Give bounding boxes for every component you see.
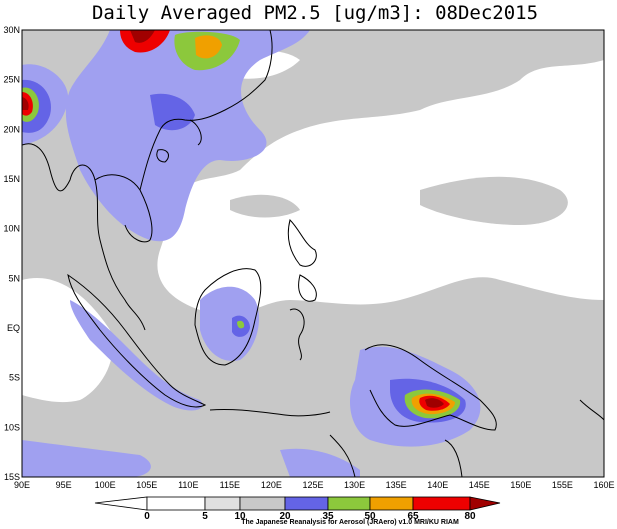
colorbar-label: 65	[407, 511, 419, 522]
colorbar-segment	[204, 496, 241, 511]
lon-label: 115E	[220, 480, 240, 490]
map-frame	[21, 29, 605, 478]
lat-label: EQ	[7, 323, 20, 333]
lon-label: 125E	[302, 480, 323, 490]
lat-label: 5S	[9, 373, 20, 383]
lat-label: 25N	[3, 75, 20, 85]
colorbar	[94, 496, 501, 511]
colorbar-segment	[369, 496, 414, 511]
field	[22, 30, 604, 477]
colorbar-label: 35	[322, 511, 334, 522]
colorbar-low-triangle	[94, 496, 148, 511]
credit: The Japanese Reanalysis for Aerosol (JRA…	[241, 519, 459, 526]
coastlines	[22, 30, 604, 477]
colorbar-label: 80	[464, 511, 476, 522]
lat-label: 20N	[3, 124, 20, 134]
colorbar-high-triangle	[469, 496, 501, 511]
title: Daily Averaged PM2.5 [ug/m3]: 08Dec2015	[92, 2, 538, 24]
lat-label: 5N	[8, 273, 20, 283]
lon-label: 90E	[14, 480, 30, 490]
lon-label: 140E	[427, 480, 448, 490]
lon-label: 150E	[510, 480, 531, 490]
colorbar-label: 0	[144, 511, 150, 522]
lon-label: 145E	[469, 480, 490, 490]
lon-label: 110E	[178, 480, 198, 490]
lon-label: 130E	[344, 480, 365, 490]
lat-label: 15S	[4, 472, 20, 482]
lon-label: 105E	[136, 480, 157, 490]
colorbar-segment	[146, 496, 206, 511]
colorbar-label: 50	[364, 511, 376, 522]
lat-label: 30N	[3, 25, 20, 35]
colorbar-segment	[284, 496, 329, 511]
colorbar-segment	[239, 496, 286, 511]
lon-label: 95E	[56, 480, 72, 490]
lat-label: 10S	[4, 422, 20, 432]
colorbar-label: 20	[279, 511, 291, 522]
colorbar-segment	[412, 496, 471, 511]
lon-label: 155E	[552, 480, 573, 490]
colorbar-label: 5	[202, 511, 208, 522]
lon-label: 160E	[593, 480, 614, 490]
colorbar-segment	[327, 496, 371, 511]
hot-spots	[22, 30, 461, 419]
lat-label: 10N	[3, 224, 20, 234]
lat-label: 15N	[3, 174, 20, 184]
colorbar-label: 10	[234, 511, 246, 522]
lon-label: 135E	[386, 480, 407, 490]
lon-label: 100E	[95, 480, 116, 490]
lon-label: 120E	[261, 480, 282, 490]
